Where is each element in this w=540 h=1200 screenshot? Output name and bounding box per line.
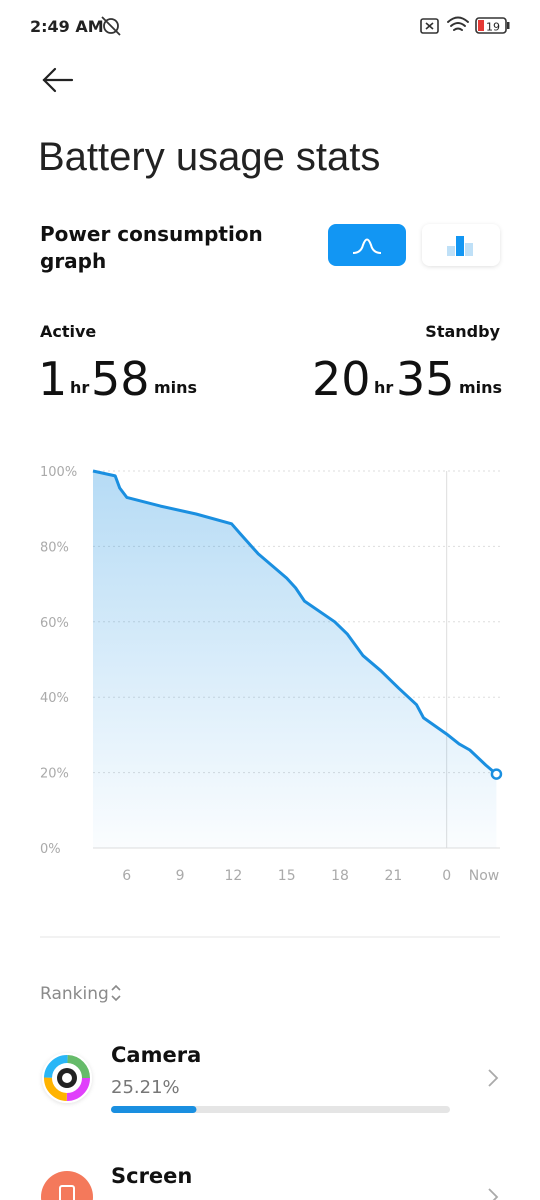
standby-label: Standby xyxy=(425,322,500,341)
active-hours: 1 xyxy=(38,352,67,406)
screen-icon xyxy=(41,1171,93,1200)
active-label: Active xyxy=(40,322,96,341)
y-tick-label: 20% xyxy=(40,767,69,782)
back-button[interactable] xyxy=(42,67,74,93)
x-tick-label: 12 xyxy=(224,868,242,884)
y-tick-label: 100% xyxy=(40,465,77,480)
line-graph-toggle[interactable] xyxy=(328,224,406,266)
area xyxy=(93,471,497,848)
bar-graph-toggle[interactable] xyxy=(422,224,500,266)
active-minutes: 58 xyxy=(91,352,150,406)
status-time: 2:49 AM xyxy=(30,17,104,36)
alarm-off-icon xyxy=(101,16,121,36)
standby-hours: 20 xyxy=(312,352,371,406)
app-percent: 25.21% xyxy=(111,1077,180,1098)
progress-fill xyxy=(111,1106,197,1113)
sim-icon xyxy=(420,18,439,34)
end-point xyxy=(490,768,503,780)
line xyxy=(92,469,498,776)
wifi-icon xyxy=(447,16,469,31)
x-tick-label: Now xyxy=(469,868,500,884)
y-tick-label: 0% xyxy=(40,842,61,857)
standby-hr-unit: hr xyxy=(374,378,393,397)
y-tick-label: 40% xyxy=(40,691,69,706)
app-name: Screen xyxy=(111,1164,192,1188)
y-tick-label: 80% xyxy=(40,540,69,555)
active-min-unit: mins xyxy=(154,378,197,397)
battery-icon: 19 xyxy=(475,17,510,34)
battery-level: 19 xyxy=(486,21,500,34)
chevron[interactable] xyxy=(488,1188,499,1200)
standby-min-unit: mins xyxy=(459,378,502,397)
y-tick-label: 60% xyxy=(40,616,69,631)
x-tick-label: 18 xyxy=(331,868,349,884)
battery-chart: 0% 20% 40% 60% 80% 100% 6 9 12 15 18 21 0 Now xyxy=(40,465,503,884)
app-name: Camera xyxy=(111,1043,201,1067)
x-tick-label: 6 xyxy=(122,868,131,884)
x-tick-label: 9 xyxy=(176,868,185,884)
progress xyxy=(111,1106,197,1113)
x-tick-label: 15 xyxy=(278,868,296,884)
ranking-label[interactable]: Ranking xyxy=(40,984,109,1004)
page-title: Battery usage stats xyxy=(38,135,380,179)
x-tick-label: 21 xyxy=(384,868,402,884)
x-tick-label: 0 xyxy=(442,868,451,884)
graph-label: Power consumption xyxy=(40,222,263,246)
chevron[interactable] xyxy=(488,1069,499,1087)
standby-minutes: 35 xyxy=(396,352,455,406)
sort-icon[interactable] xyxy=(111,984,121,1002)
camera-icon xyxy=(42,1053,92,1103)
graph-label: graph xyxy=(40,249,106,273)
active-hr-unit: hr xyxy=(70,378,89,397)
